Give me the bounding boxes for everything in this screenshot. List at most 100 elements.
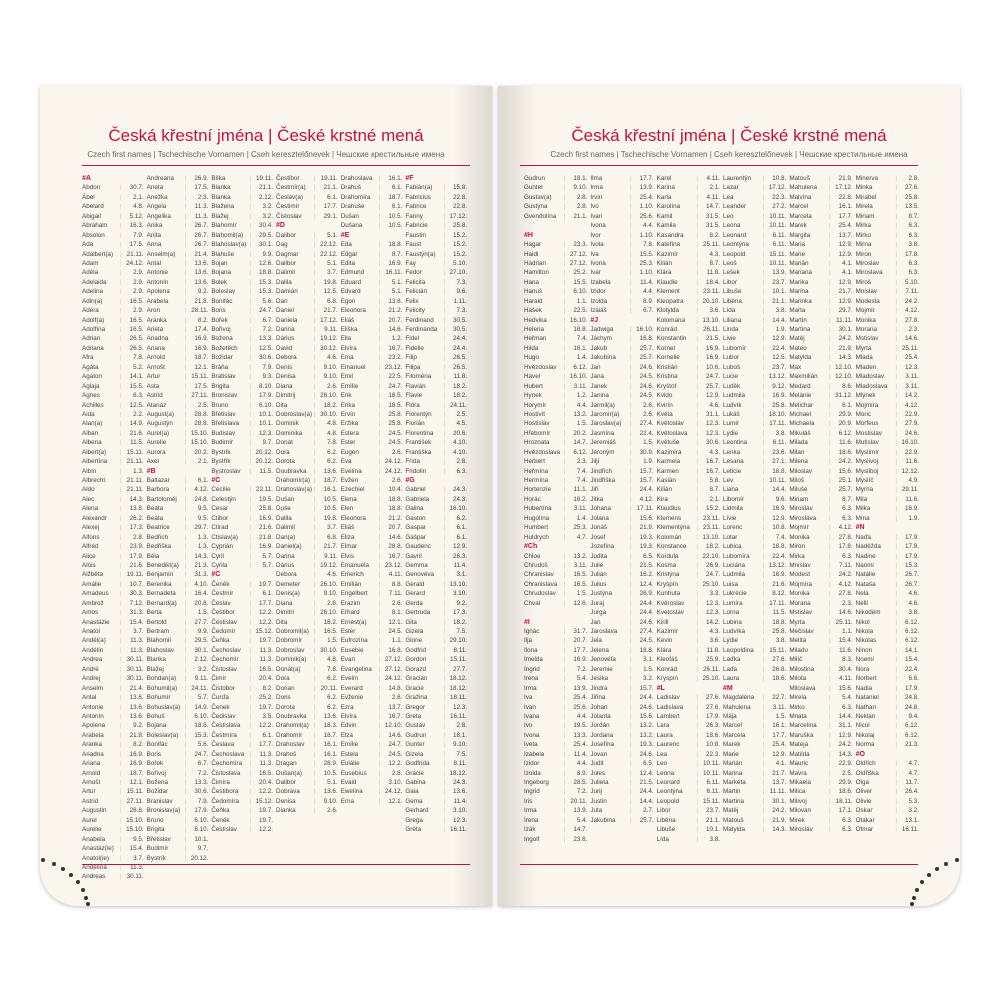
name-entry: Fabricie | 25.8. bbox=[405, 221, 470, 230]
separator: | bbox=[120, 326, 122, 333]
first-name: Lesana bbox=[722, 458, 744, 466]
separator: | bbox=[829, 590, 831, 598]
first-name: Bonifác bbox=[146, 741, 168, 749]
first-name: Mirna bbox=[855, 241, 872, 249]
separator: | bbox=[443, 392, 446, 400]
separator: | bbox=[696, 297, 698, 305]
first-name: Ariadna bbox=[82, 750, 104, 758]
name-day-date: 4.7. bbox=[908, 760, 919, 768]
separator: | bbox=[443, 599, 446, 607]
name-entry: Daniel(a) | 21.7. bbox=[276, 542, 341, 551]
name-entry: Ludmila | 16.9. bbox=[723, 391, 789, 400]
name-day-date: 18.7. bbox=[194, 354, 209, 362]
name-entry: Hugolína | 1.4. bbox=[524, 514, 590, 523]
first-name: Alžběta bbox=[82, 571, 104, 579]
first-name: Jelena bbox=[590, 646, 609, 654]
first-name: Magdaléna bbox=[722, 694, 755, 702]
name-entry: Elen | 18.8. bbox=[341, 504, 406, 513]
name-day-date: 6.2. bbox=[327, 675, 338, 683]
first-name: Marcel bbox=[789, 203, 809, 211]
separator: | bbox=[762, 222, 765, 230]
name-entry: Brigita | 8.10. bbox=[147, 825, 212, 834]
name-day-date: 13.6. bbox=[194, 259, 209, 267]
separator: | bbox=[378, 722, 381, 730]
separator: | bbox=[762, 269, 765, 277]
name-entry: Ivo | 19.5. bbox=[524, 721, 590, 730]
separator: | bbox=[314, 363, 316, 371]
separator: | bbox=[630, 750, 632, 758]
name-entry: Blahoslav | 30.1. bbox=[147, 646, 212, 655]
name-day-date: 3.8. bbox=[908, 241, 919, 249]
name-entry: Faustýn(a) | 15.2. bbox=[405, 250, 470, 259]
first-name: Melichar bbox=[789, 401, 814, 409]
first-name: Daniel bbox=[276, 307, 294, 315]
separator: | bbox=[762, 788, 765, 796]
first-name: Irma bbox=[524, 807, 537, 815]
name-day-date: 26.8. bbox=[772, 665, 787, 673]
separator: | bbox=[378, 420, 381, 428]
first-name: Gizela bbox=[405, 750, 424, 758]
separator: | bbox=[120, 665, 122, 673]
separator: | bbox=[249, 439, 252, 447]
name-entry: Hadrian | 27.12. bbox=[524, 259, 590, 268]
first-name: Gabriel bbox=[405, 486, 426, 494]
separator: | bbox=[120, 543, 122, 551]
first-name: Milica bbox=[789, 788, 806, 796]
name-entry: Diana | 2.6. bbox=[276, 599, 341, 608]
name-day-date: 12.2. bbox=[259, 609, 274, 617]
name-entry: Nora | 22.4. bbox=[856, 665, 922, 674]
name-day-date: 19.8. bbox=[323, 514, 338, 522]
name-day-date: 25.1. bbox=[838, 477, 853, 484]
first-name: Hanuš bbox=[524, 288, 543, 296]
first-name: Libuše bbox=[656, 826, 676, 834]
name-entry: Antonie | 13.6. bbox=[147, 268, 212, 277]
name-day-date: 16.11. bbox=[449, 712, 468, 720]
name-day-date: 30.1. bbox=[838, 326, 853, 333]
first-name: Matylda bbox=[722, 826, 746, 834]
separator: | bbox=[895, 458, 897, 466]
name-entry: Daniela | 17.12. bbox=[276, 316, 341, 325]
first-name: Lubomíra bbox=[722, 552, 750, 560]
name-entry: Aron | 28.11. bbox=[147, 306, 212, 315]
first-name: Lorenc bbox=[722, 524, 743, 532]
first-name: Laura bbox=[656, 731, 673, 739]
separator: | bbox=[184, 665, 187, 673]
first-name: Malvína bbox=[789, 193, 812, 201]
first-name: Justýna bbox=[590, 590, 613, 598]
name-entry: Lívie | 12.9. bbox=[723, 514, 789, 523]
separator: | bbox=[378, 297, 381, 305]
first-name: Arabela bbox=[82, 731, 104, 739]
first-name: Konrád bbox=[656, 665, 677, 673]
separator: | bbox=[378, 552, 381, 560]
name-entry: Fedor | 27.10. bbox=[405, 268, 470, 277]
name-entry: Mahulena | 3.11. bbox=[723, 703, 789, 712]
name-entry: Edgar | 8.7. bbox=[341, 250, 406, 259]
name-day-date: 29.10. bbox=[449, 637, 468, 645]
separator: | bbox=[630, 429, 632, 437]
name-day-date: 5.4. bbox=[842, 694, 853, 702]
first-name: Adolf(a) bbox=[82, 316, 105, 324]
first-name: Myrta bbox=[789, 618, 806, 626]
first-name: Lumír bbox=[722, 420, 740, 428]
first-name: Emílie bbox=[340, 741, 359, 749]
separator: | bbox=[696, 467, 698, 475]
name-entry: Martina | 30.1. bbox=[789, 325, 855, 334]
first-name: Debora bbox=[276, 354, 297, 362]
name-entry: Kornelie | 16.9. bbox=[657, 353, 723, 362]
first-name: Julie bbox=[590, 561, 604, 569]
name-entry: Bořivoj | 7.2. bbox=[211, 325, 276, 334]
name-day-date: 14.7. bbox=[705, 203, 720, 211]
name-entry: Diana | 2.6. bbox=[276, 382, 341, 391]
separator: | bbox=[120, 637, 122, 645]
first-name: Arnošt bbox=[146, 363, 165, 371]
name-day-date: 7.3. bbox=[456, 307, 468, 315]
separator: | bbox=[762, 184, 765, 192]
name-entry: Hedvika | 16.10. bbox=[524, 316, 590, 325]
separator: | bbox=[120, 231, 122, 239]
name-day-date: 11.4. bbox=[640, 278, 654, 286]
first-name: Kristýna bbox=[656, 571, 680, 579]
separator: | bbox=[120, 297, 122, 305]
name-day-date: 24.3. bbox=[453, 779, 468, 786]
separator: | bbox=[249, 420, 252, 428]
name-entry: Karla | 4.11. bbox=[657, 193, 723, 202]
